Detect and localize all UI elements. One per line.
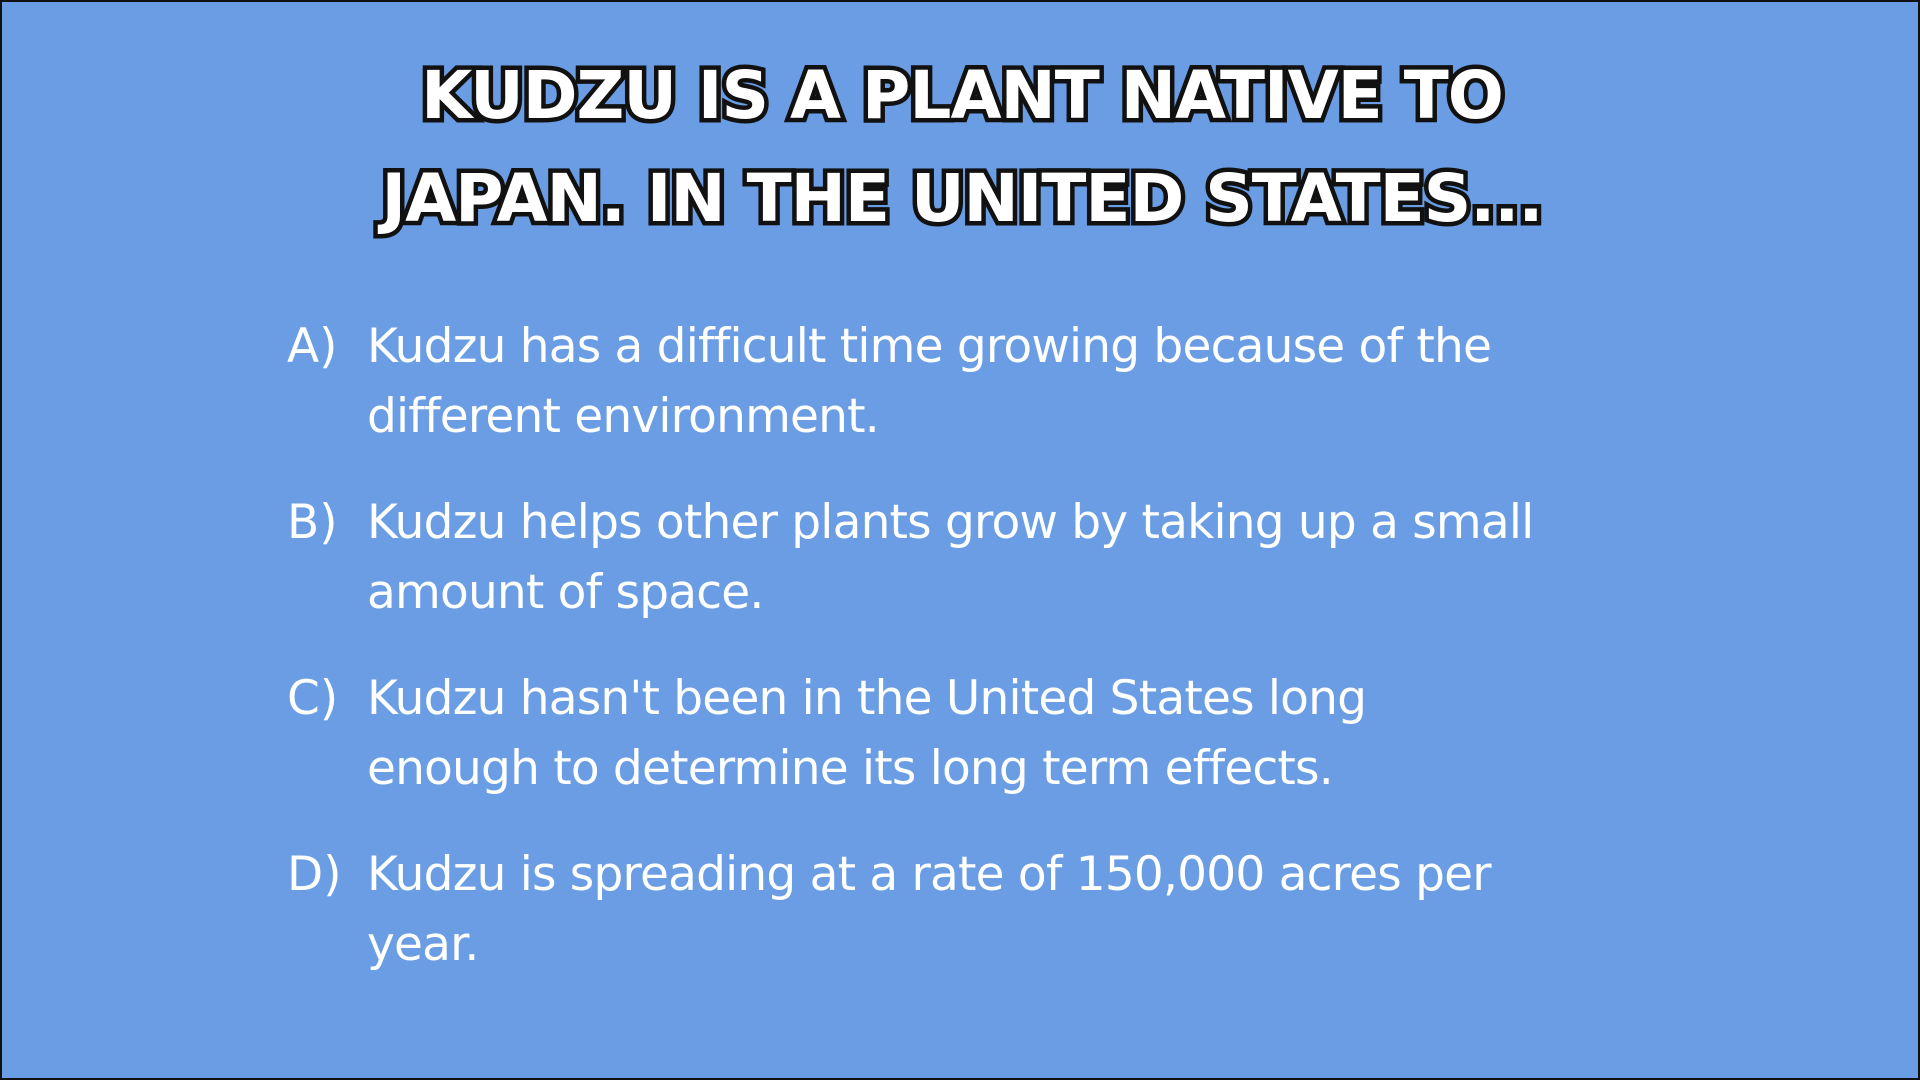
answer-option-d-line-2: year.	[367, 917, 479, 972]
answer-option-a-letter: A)	[287, 319, 338, 374]
answer-option-b-text: Kudzu helps other plants grow by taking …	[367, 488, 1607, 628]
answer-option-a-line-1: Kudzu has a difficult time growing becau…	[367, 319, 1492, 374]
answer-option-c-letter: C)	[287, 671, 339, 726]
answer-option-c-line-1: Kudzu hasn't been in the United States l…	[367, 671, 1367, 726]
answer-option-b[interactable]: B) Kudzu helps other plants grow by taki…	[287, 488, 1667, 628]
answer-option-d-line-1: Kudzu is spreading at a rate of 150,000 …	[367, 847, 1492, 902]
answer-option-b-letter: B)	[287, 495, 338, 550]
answer-option-d[interactable]: D) Kudzu is spreading at a rate of 150,0…	[287, 840, 1667, 980]
answer-option-a[interactable]: A) Kudzu has a difficult time growing be…	[287, 312, 1667, 452]
answer-option-d-text: Kudzu is spreading at a rate of 150,000 …	[367, 840, 1607, 980]
answer-options: A) Kudzu has a difficult time growing be…	[287, 312, 1667, 1016]
question-title: KUDZU IS A PLANT NATIVE TO JAPAN. IN THE…	[2, 44, 1918, 250]
answer-option-c-line-2: enough to determine its long term effect…	[367, 741, 1334, 796]
question-title-line-1: KUDZU IS A PLANT NATIVE TO	[417, 53, 1509, 139]
answer-option-c[interactable]: C) Kudzu hasn't been in the United State…	[287, 664, 1667, 804]
question-title-line-2: JAPAN. IN THE UNITED STATES...	[377, 156, 1548, 242]
answer-option-a-text: Kudzu has a difficult time growing becau…	[367, 312, 1607, 452]
answer-option-c-text: Kudzu hasn't been in the United States l…	[367, 664, 1607, 804]
answer-option-b-line-1: Kudzu helps other plants grow by taking …	[367, 495, 1534, 550]
answer-option-b-line-2: amount of space.	[367, 565, 764, 620]
answer-option-a-line-2: different environment.	[367, 389, 880, 444]
answer-option-d-letter: D)	[287, 847, 342, 902]
